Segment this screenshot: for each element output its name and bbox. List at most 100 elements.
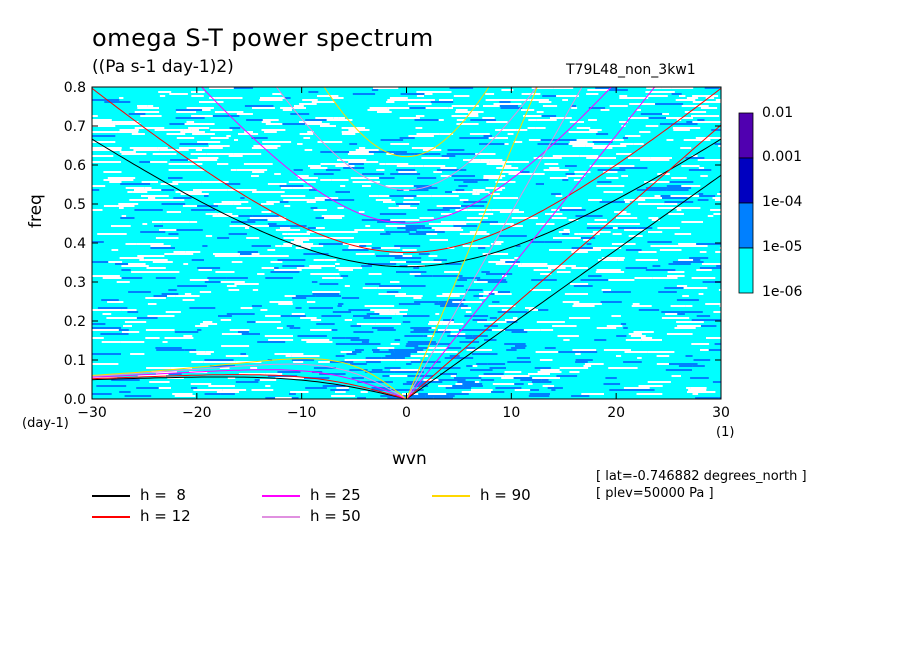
heat-cell bbox=[538, 309, 549, 311]
heat-cell bbox=[367, 263, 397, 265]
heat-cell bbox=[596, 327, 617, 329]
heat-cell bbox=[552, 155, 580, 157]
heat-cell bbox=[603, 171, 618, 173]
heat-cell bbox=[679, 95, 686, 97]
heat-cell bbox=[489, 317, 497, 319]
heat-cell bbox=[147, 303, 157, 305]
heat-cell bbox=[541, 379, 549, 381]
x-tick-label: −20 bbox=[182, 405, 212, 421]
heat-cell bbox=[340, 185, 346, 187]
heat-cell bbox=[568, 143, 595, 145]
heat-cell bbox=[513, 161, 529, 163]
heat-cell bbox=[215, 271, 235, 273]
heat-cell bbox=[311, 101, 336, 103]
heat-cell bbox=[438, 119, 444, 121]
heat-cell bbox=[691, 155, 698, 157]
heat-cell bbox=[620, 143, 634, 145]
heat-cell bbox=[308, 91, 319, 93]
heat-cell bbox=[686, 121, 693, 123]
heat-cell bbox=[459, 199, 469, 201]
heat-cell bbox=[324, 217, 342, 219]
heat-cell bbox=[174, 331, 199, 333]
heat-cell bbox=[410, 331, 431, 333]
heat-cell bbox=[221, 345, 250, 347]
heat-cell bbox=[158, 387, 171, 389]
heat-cell bbox=[119, 129, 139, 131]
heat-cell bbox=[251, 245, 271, 247]
heat-cell bbox=[439, 343, 450, 345]
heat-cell bbox=[308, 307, 333, 309]
heat-cell bbox=[675, 207, 701, 209]
heat-cell bbox=[203, 147, 223, 149]
heat-cell bbox=[719, 247, 721, 249]
heat-cell bbox=[612, 233, 622, 235]
heat-cell bbox=[215, 97, 243, 99]
heat-cell bbox=[351, 377, 364, 379]
heat-cell bbox=[280, 315, 291, 317]
heat-cell bbox=[152, 221, 163, 223]
heat-cell bbox=[293, 327, 301, 329]
heat-cell bbox=[161, 189, 175, 191]
heat-cell bbox=[92, 185, 106, 187]
heat-cell bbox=[600, 301, 622, 303]
heat-cell bbox=[655, 103, 684, 105]
heat-cell bbox=[596, 269, 621, 271]
heat-cell bbox=[603, 349, 631, 351]
heat-cell bbox=[406, 343, 432, 345]
heat-cell bbox=[92, 261, 109, 263]
heat-cell bbox=[589, 129, 602, 131]
heat-cell bbox=[693, 259, 701, 261]
heat-cell bbox=[623, 361, 642, 363]
heat-cell bbox=[471, 353, 498, 355]
heat-cell bbox=[583, 239, 590, 241]
heat-cell bbox=[277, 259, 306, 261]
heat-cell bbox=[338, 117, 345, 119]
heat-cell bbox=[252, 289, 259, 291]
heat-cell bbox=[166, 133, 186, 135]
heat-cell bbox=[571, 105, 577, 107]
colorbar-swatch bbox=[738, 247, 754, 294]
heat-cell bbox=[704, 87, 720, 89]
heat-cell bbox=[520, 171, 530, 173]
heat-cell bbox=[701, 325, 717, 327]
heat-cell bbox=[588, 107, 606, 109]
heat-cell bbox=[652, 277, 678, 279]
heat-cell bbox=[504, 343, 526, 345]
y-axis-unit: (day-1) bbox=[22, 416, 69, 431]
heat-cell bbox=[127, 191, 133, 193]
heat-cell bbox=[504, 371, 522, 373]
heat-cell bbox=[257, 341, 286, 343]
heat-cell bbox=[289, 393, 296, 395]
heat-cell bbox=[584, 363, 604, 365]
heat-cell bbox=[191, 129, 199, 131]
heat-cell bbox=[244, 131, 253, 133]
heat-cell bbox=[318, 361, 330, 363]
heat-cell bbox=[119, 257, 144, 259]
heat-cell bbox=[145, 297, 166, 299]
heat-cell bbox=[587, 223, 613, 225]
heat-cell bbox=[575, 361, 588, 363]
heat-cell bbox=[210, 189, 228, 191]
heat-cell bbox=[537, 143, 557, 145]
heat-cell bbox=[681, 105, 709, 107]
heat-cell bbox=[359, 245, 367, 247]
heat-cell bbox=[492, 383, 515, 385]
heat-cell bbox=[677, 325, 701, 327]
heat-cell bbox=[144, 187, 152, 189]
heat-cell bbox=[203, 361, 224, 363]
heat-cell bbox=[429, 381, 443, 383]
heat-cell bbox=[488, 137, 508, 139]
heat-cell bbox=[440, 213, 453, 215]
heat-cell bbox=[614, 211, 627, 213]
heat-cell bbox=[245, 227, 250, 229]
heat-cell bbox=[261, 129, 286, 131]
heat-cell bbox=[198, 269, 212, 271]
heat-cell bbox=[119, 207, 124, 209]
heat-cell bbox=[596, 133, 609, 135]
heat-cell bbox=[576, 139, 588, 141]
heat-cell bbox=[225, 183, 241, 185]
heat-cell bbox=[169, 93, 188, 95]
heat-cell bbox=[396, 169, 416, 171]
heat-cell bbox=[532, 377, 560, 379]
heat-cell bbox=[320, 125, 336, 127]
